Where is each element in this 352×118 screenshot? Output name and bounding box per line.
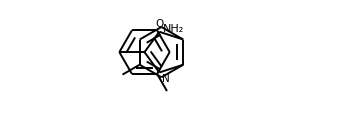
Text: N: N: [162, 74, 170, 84]
Text: O: O: [155, 19, 163, 29]
Text: NH₂: NH₂: [163, 24, 184, 34]
